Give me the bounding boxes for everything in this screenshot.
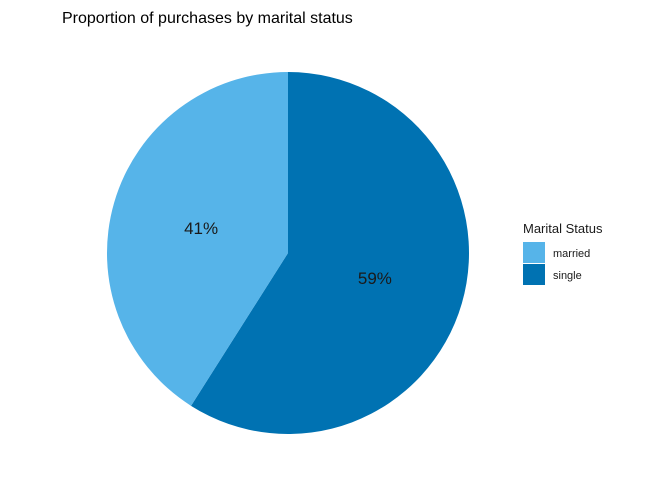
legend: Marital Status married single [523, 221, 603, 285]
pie-slice-labels: 59% 41% [184, 219, 392, 288]
legend-title: Marital Status [523, 221, 603, 236]
pie-slice-married [106, 72, 288, 406]
slice-label-single: 59% [358, 269, 392, 288]
legend-label-married: married [553, 248, 590, 260]
chart-title: Proportion of purchases by marital statu… [62, 10, 353, 27]
slice-label-married: 41% [184, 219, 218, 238]
legend-label-single: single [553, 270, 582, 282]
legend-swatch-married [523, 242, 545, 263]
pie-slices [106, 72, 469, 434]
pie-slice-single [191, 72, 469, 434]
legend-swatch-single [523, 264, 545, 285]
